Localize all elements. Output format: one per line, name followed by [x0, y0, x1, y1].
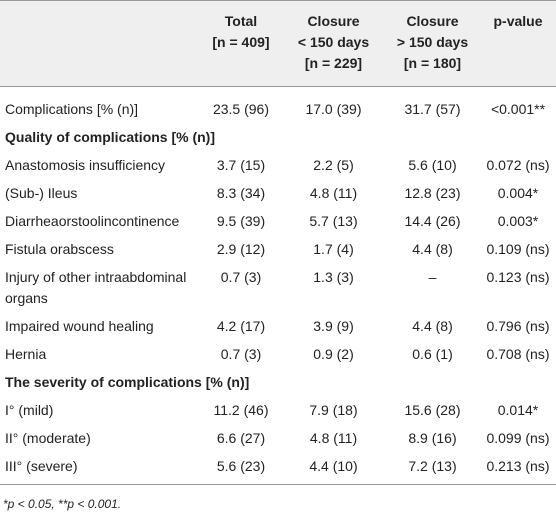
cell: 9.5 (39) [216, 213, 266, 229]
cell: 3.9 (9) [313, 318, 354, 334]
cell: 11.2 (46) [213, 402, 269, 418]
cell: 31.7 (57) [404, 101, 461, 117]
table-row: The severity of complications [% (n)] [0, 368, 556, 396]
header-text: p-value [493, 13, 543, 29]
cell: 0.7 (3) [220, 346, 262, 362]
section-header: The severity of complications [% (n)] [5, 374, 250, 390]
header-text: [n = 180] [403, 55, 462, 71]
row-label: Diarrheaorstoolincontinence [5, 213, 180, 229]
table-row: Injury of other intraabdominal organs 0.7… [0, 263, 556, 312]
cell: 0.9 (2) [313, 346, 354, 362]
header-text: Closure [406, 13, 459, 29]
table-row: (Sub-) Ileus 8.3 (34) 4.8 (11) 12.8 (23) 0.0… [0, 179, 556, 207]
page: Total [n = 409] Closure < 150 days [n = 229]… [0, 0, 556, 511]
cell: 0.213 (ns) [480, 452, 556, 485]
row-label: II° (moderate) [5, 430, 91, 446]
cell: 2.9 (12) [216, 241, 266, 257]
table-row: Diarrheaorstoolincontinence 9.5 (39) 5.7 (… [0, 207, 556, 235]
row-label: Complications [% (n)] [5, 101, 139, 117]
row-label: III° (severe) [0, 452, 200, 485]
header-text: [n = 229] [304, 55, 363, 71]
cell: 4.8 (11) [309, 185, 358, 201]
table-row: I° (mild) 11.2 (46) 7.9 (18) 15.6 (28) 0.014… [0, 396, 556, 424]
table-row: Quality of complications [% (n)] [0, 123, 556, 151]
cell: – [428, 269, 437, 285]
cell: <0.001** [490, 101, 546, 117]
cell: 0.796 (ns) [486, 318, 550, 334]
cell: 7.2 (13) [385, 452, 480, 485]
row-label: Injury of other intraabdominal organs [5, 269, 187, 306]
header-text: < 150 days [297, 34, 370, 50]
cell: 4.4 (10) [282, 452, 385, 485]
header-text: [n = 409] [212, 34, 270, 50]
cell: 0.099 (ns) [486, 430, 550, 446]
cell: 0.7 (3) [220, 269, 262, 285]
data-table: Total [n = 409] Closure < 150 days [n = 229]… [0, 0, 556, 485]
table-row: Anastomosis insufficiency 3.7 (15) 2.2 (5)… [0, 151, 556, 179]
cell: 2.2 (5) [313, 157, 354, 173]
cell: 5.6 (10) [408, 157, 457, 173]
cell: 15.6 (28) [404, 402, 461, 418]
cell: 8.3 (34) [216, 185, 266, 201]
cell: 0.6 (1) [412, 346, 453, 362]
cell: 4.8 (11) [309, 430, 358, 446]
section-header: Quality of complications [% (n)] [5, 129, 216, 145]
cell: 1.7 (4) [313, 241, 354, 257]
row-label: Fistula orabscess [5, 241, 114, 257]
header-row: Total [n = 409] Closure < 150 days [n = 229]… [0, 0, 556, 87]
cell: 0.708 (ns) [486, 346, 550, 362]
cell: 5.7 (13) [309, 213, 358, 229]
row-label: Anastomosis insufficiency [5, 157, 166, 173]
cell: 4.4 (8) [412, 318, 453, 334]
table-header: Total [n = 409] Closure < 150 days [n = 229]… [0, 0, 556, 87]
table-row: Impaired wound healing 4.2 (17) 3.9 (9) 4.4… [0, 312, 556, 340]
cell: 0.109 (ns) [486, 241, 550, 257]
cell: 0.072 (ns) [486, 157, 550, 173]
cell: 17.0 (39) [305, 101, 362, 117]
cell: 0.003* [497, 213, 539, 229]
cell: 14.4 (26) [404, 213, 461, 229]
row-label: Impaired wound healing [5, 318, 154, 334]
header-cell: Closure < 150 days [n = 229] [282, 0, 385, 87]
header-text: Closure [307, 13, 360, 29]
table-row: Fistula orabscess 2.9 (12) 1.7 (4) 4.4 (8) 0… [0, 235, 556, 263]
table-row: Complications [% (n)] 23.5 (96) 17.0 (39) 3… [0, 87, 556, 124]
cell: 12.8 (23) [404, 185, 461, 201]
cell: 3.7 (15) [216, 157, 266, 173]
cell: 5.6 (23) [200, 452, 282, 485]
footnote: *p < 0.05, **p < 0.001. [3, 497, 122, 511]
table-row: III° (severe) 5.6 (23) 4.4 (10) 7.2 (13) 0.2… [0, 452, 556, 485]
header-cell: p-value [480, 0, 556, 87]
header-text: Total [224, 13, 258, 29]
cell: 1.3 (3) [313, 269, 354, 285]
cell: 0.123 (ns) [486, 269, 550, 285]
cell: 6.6 (27) [216, 430, 266, 446]
cell: 0.014* [497, 402, 539, 418]
cell: 4.4 (8) [412, 241, 453, 257]
header-text: > 150 days [396, 34, 469, 50]
table-body: Complications [% (n)] 23.5 (96) 17.0 (39) 3… [0, 87, 556, 485]
cell: 7.9 (18) [309, 402, 358, 418]
table-row: Hernia 0.7 (3) 0.9 (2) 0.6 (1) 0.708 (ns) [0, 340, 556, 368]
cell: 23.5 (96) [212, 101, 270, 117]
cell: 4.2 (17) [216, 318, 266, 334]
table-row: II° (moderate) 6.6 (27) 4.8 (11) 8.9 (16) 0.… [0, 424, 556, 452]
cell: 8.9 (16) [408, 430, 457, 446]
header-cell [0, 0, 200, 87]
header-cell: Total [n = 409] [200, 0, 282, 87]
header-cell: Closure > 150 days [n = 180] [385, 0, 480, 87]
row-label: I° (mild) [5, 402, 54, 418]
row-label: Hernia [5, 346, 47, 362]
cell: 0.004* [497, 185, 539, 201]
row-label: (Sub-) Ileus [5, 185, 78, 201]
